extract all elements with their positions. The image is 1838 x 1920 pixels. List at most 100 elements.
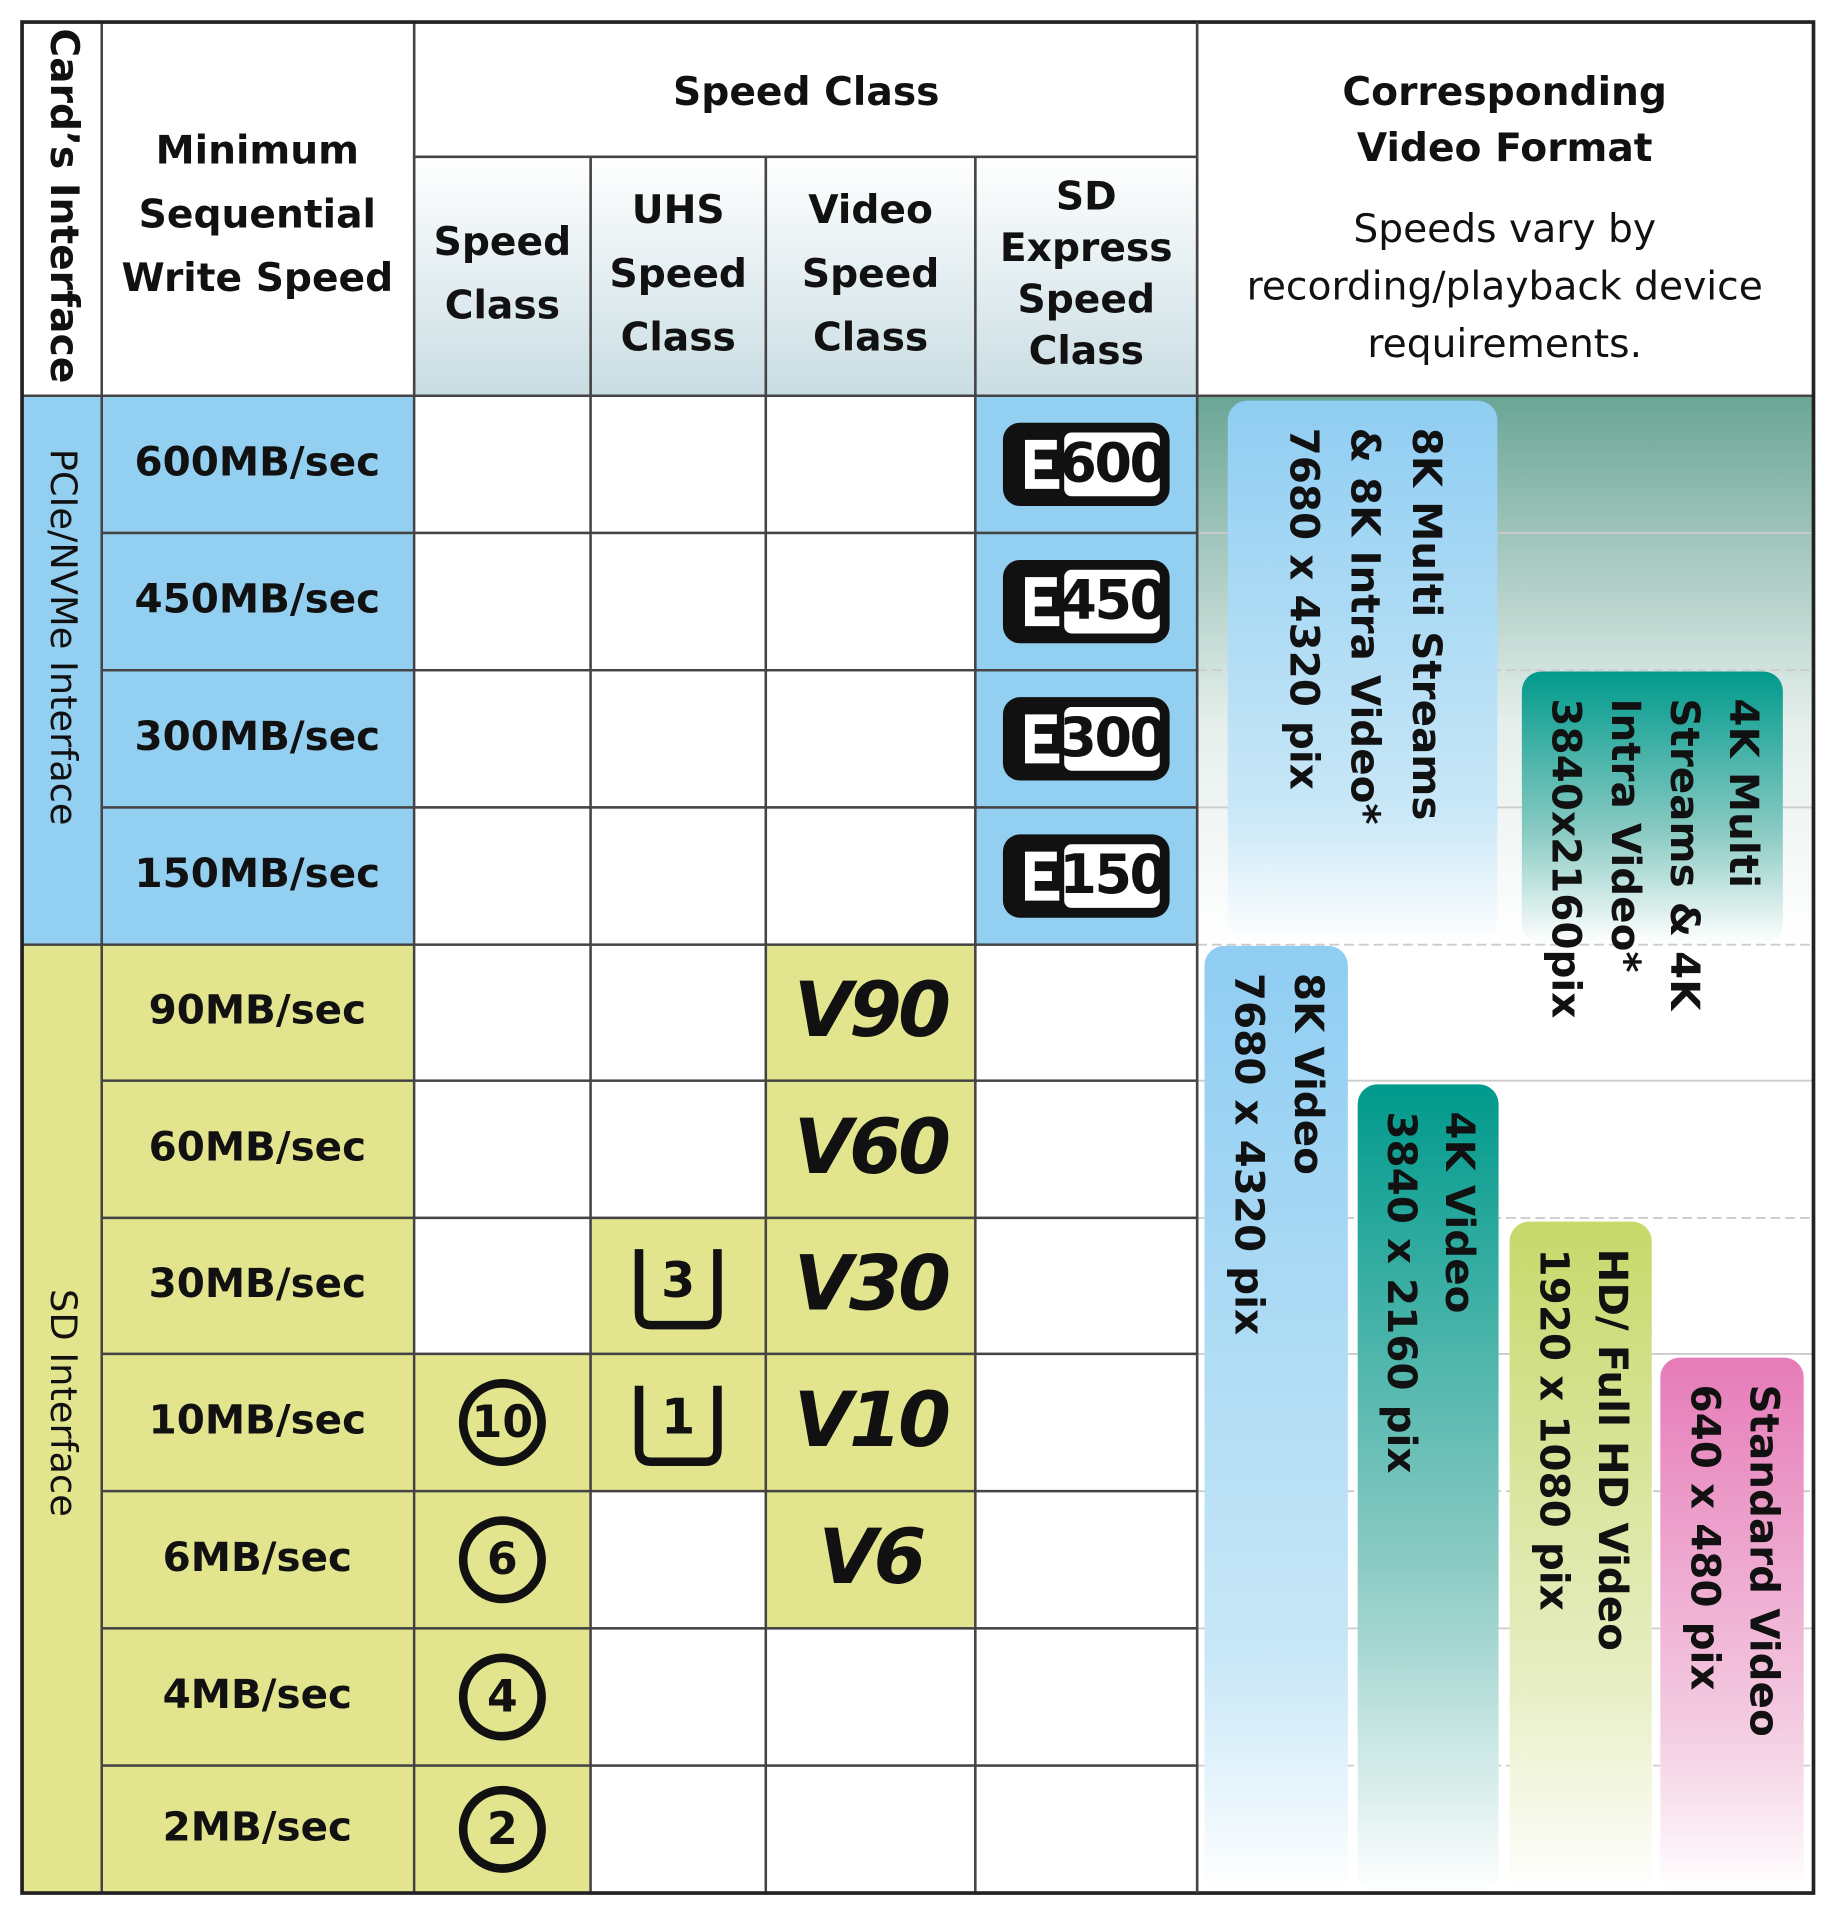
header-column: Speed [609,252,746,297]
class-cell [589,1079,768,1220]
class-cell [974,943,1199,1082]
header-min-write: Minimum [156,129,359,174]
speed-class-badge: 4 [487,1671,518,1722]
class-cell [412,1216,592,1356]
class-cell [589,531,768,672]
class-cell [589,1489,768,1630]
interface-cell [20,394,103,946]
speed-cell [100,806,416,946]
class-cell [412,1352,592,1493]
express-number-bg [1064,844,1160,908]
video-note: requirements. [1367,322,1642,367]
header-min-write: Write Speed [121,256,393,301]
min-speed: 90MB/sec [149,986,367,1034]
speed-cell [100,1627,416,1767]
video-format-label: 3840x2160pix [1543,698,1591,1018]
header-column: Class [1029,329,1144,374]
class-cell [412,806,592,946]
speed-class-icon [458,1653,546,1741]
class-cell [412,668,592,809]
uhs-badge: 1 [661,1389,695,1446]
class-cell [589,1352,768,1493]
video-format-label: Intra Video* [1602,698,1650,972]
class-cell [764,806,977,946]
video-format-label: 640 x 480 pix [1681,1385,1729,1691]
video-format-box [1357,1084,1499,1894]
speed-cell [100,1079,416,1220]
video-format-label: Standard Video [1741,1385,1789,1737]
speed-class-badge: 2 [487,1804,518,1855]
header-column: SD [1056,175,1117,220]
min-speed: 10MB/sec [149,1396,367,1444]
interface-label: PCIe/NVMe Interface [42,449,85,826]
class-cell [589,668,768,809]
speed-class-icon [458,1785,546,1873]
header-column: Speed [434,220,571,265]
class-cell [589,1764,768,1895]
class-cell [589,394,768,535]
class-cell [764,394,977,535]
header-column: Express [1000,226,1173,271]
header-column: Class [621,316,736,361]
class-cell [974,1079,1199,1220]
uhs-icon [634,1385,722,1467]
video-format-box [1509,1221,1652,1894]
video-format-box [1521,671,1783,944]
header-min-write: Sequential [139,192,376,237]
min-speed: 2MB/sec [163,1802,352,1850]
class-cell [974,1764,1199,1895]
class-cell [589,1627,768,1767]
class-cell [589,1216,768,1356]
speed-cell [100,1216,416,1356]
interface-cell [20,943,103,1895]
video-badge: V60 [794,1102,949,1191]
express-logo [1024,851,1060,901]
video-badge: V10 [794,1375,949,1464]
min-speed: 150MB/sec [135,849,381,897]
class-cell [589,943,768,1082]
min-speed: 4MB/sec [163,1670,352,1718]
class-cell [974,1216,1199,1356]
class-cell [764,943,977,1082]
video-format-label: 4K Video [1436,1111,1484,1313]
speed-class-badge: 10 [472,1397,533,1448]
video-format-label: 7680 x 4320 pix [1225,973,1273,1335]
video-title: Corresponding [1342,70,1667,115]
header-column: UHS [632,188,725,233]
uhs-icon [634,1249,722,1330]
class-cell [412,531,592,672]
class-cell [412,943,592,1082]
video-badge: V6 [818,1512,924,1601]
class-cell [764,668,977,809]
video-format-label: 8K Video [1285,973,1333,1175]
min-speed: 30MB/sec [149,1259,367,1307]
min-speed: 450MB/sec [135,575,381,623]
video-note: Speeds vary by [1353,207,1656,252]
express-number-bg [1064,706,1160,771]
header-interface: Card’s Interface [41,28,86,383]
class-cell [974,1489,1199,1630]
header-column: Class [813,316,928,361]
express-number: 300 [1059,706,1164,769]
speed-cell [100,668,416,809]
min-speed: 600MB/sec [135,437,381,485]
express-logo [1024,439,1060,489]
speed-class-icon [458,1379,546,1467]
video-format-label: Streams & 4K [1661,698,1709,1012]
outer-border [20,20,1816,1895]
video-format-label: 1920 x 1080 pix [1530,1249,1578,1611]
video-format-label: 7680 x 4320 pix [1280,428,1328,790]
video-title: Video Format [1357,126,1653,171]
video-format-box [1227,400,1498,944]
express-number: 450 [1059,569,1164,632]
class-cell [764,1352,977,1493]
class-cell [974,1352,1199,1493]
class-cell [589,806,768,946]
speed-cell [100,394,416,535]
video-format-box [1660,1357,1804,1894]
express-number-bg [1064,569,1160,634]
min-speed: 60MB/sec [149,1122,367,1170]
video-format-label: 8K Multi Streams [1403,428,1451,821]
